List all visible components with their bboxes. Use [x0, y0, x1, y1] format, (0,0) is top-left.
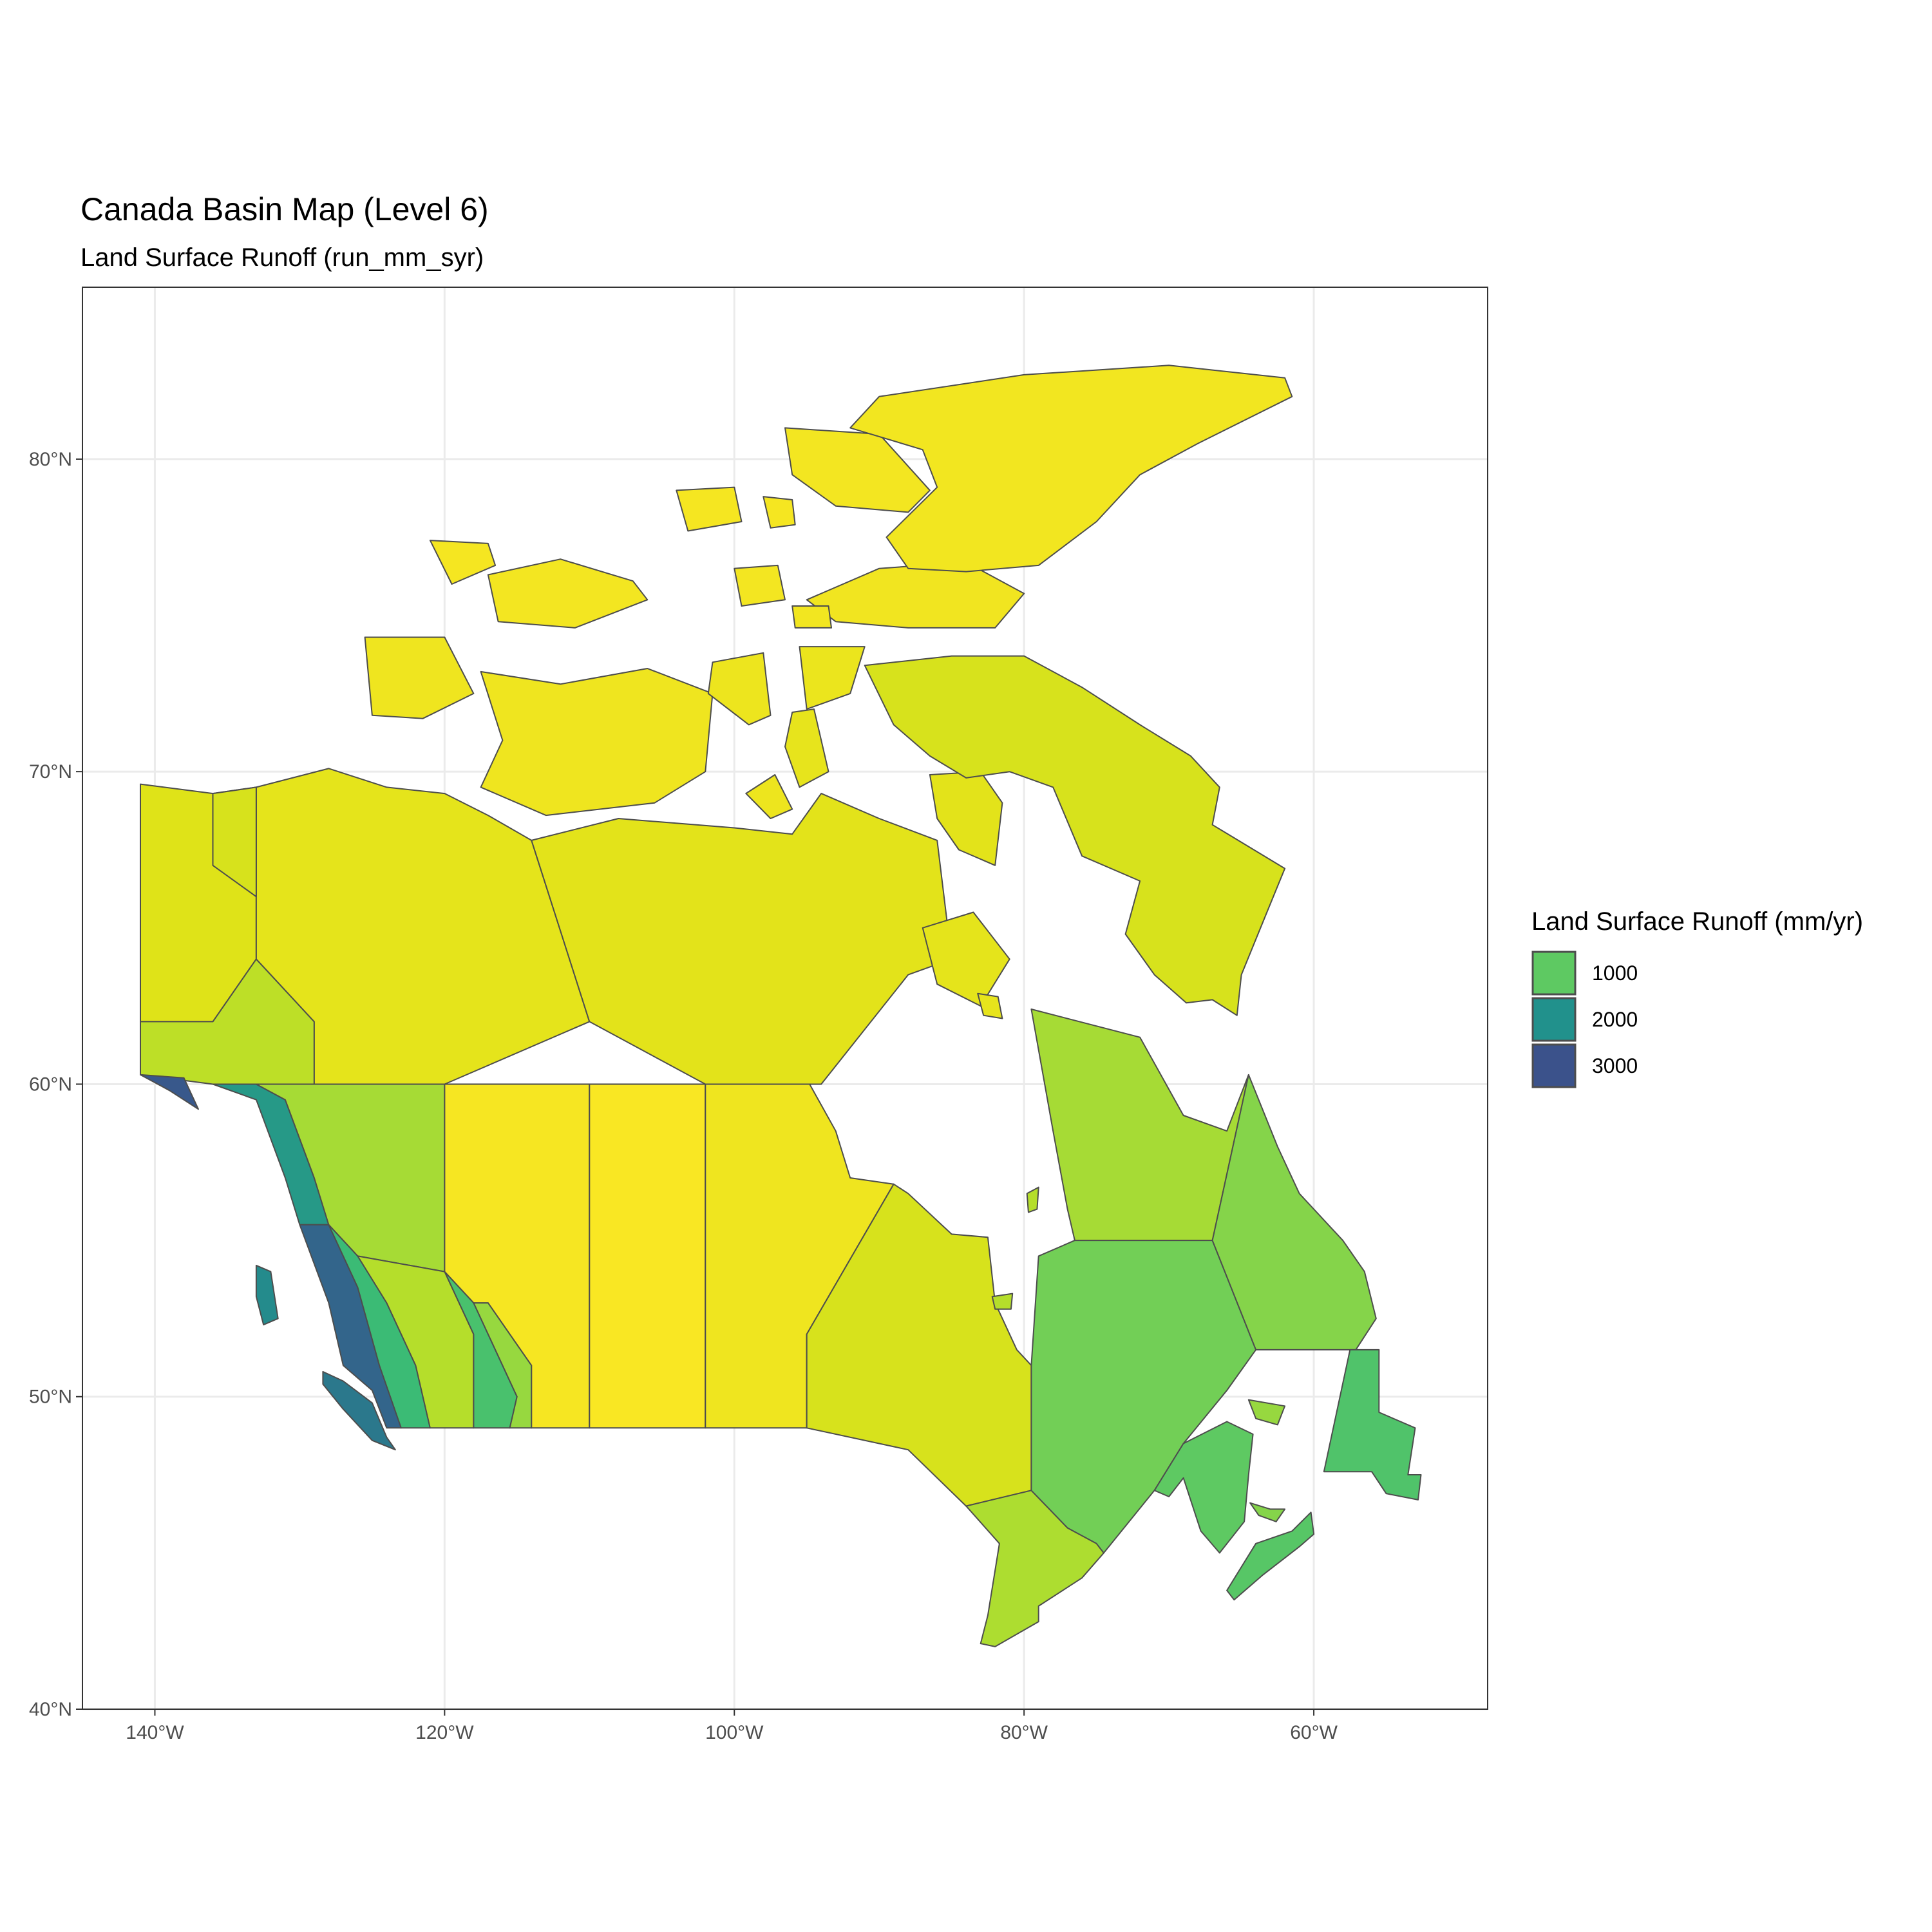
- basin-region: Amund Ringnes: [762, 496, 796, 529]
- basin-region: Bathurst Island: [734, 564, 786, 607]
- legend: Land Surface Runoff (mm/yr) 1000 2000 3000: [1531, 907, 1863, 1088]
- y-tick-label: 40°N: [29, 1699, 72, 1720]
- basin-region: Prince Patrick Island: [429, 540, 497, 585]
- chart-subtitle: Land Surface Runoff (run_mm_syr): [80, 243, 484, 272]
- basin-region: Nova Scotia: [1226, 1511, 1315, 1601]
- panel-border: [82, 287, 1488, 1710]
- basin-region: Belcher Islands: [1026, 1186, 1039, 1213]
- basin-region: Ontario north: [806, 1183, 1032, 1507]
- x-tick-label: 80°W: [1000, 1722, 1048, 1743]
- basin-region: Somerset Island: [799, 646, 866, 710]
- basin-region: Cornwallis Island: [791, 605, 832, 629]
- x-tick-label: 100°W: [705, 1722, 764, 1743]
- basin-region: Anticosti: [1247, 1399, 1286, 1426]
- chart-title: Canada Basin Map (Level 6): [80, 191, 489, 227]
- basin-region: Boothia Peninsula: [784, 708, 829, 788]
- legend-label: 3000: [1592, 1054, 1638, 1077]
- basin-region: Prince of Wales Island: [707, 652, 772, 726]
- legend-label: 2000: [1592, 1008, 1638, 1031]
- basin-region: King William Island: [745, 774, 793, 819]
- x-tick-label: 120°W: [415, 1722, 474, 1743]
- basin-region: Devon Island: [806, 562, 1025, 629]
- basin-region: Saskatchewan: [589, 1083, 706, 1429]
- legend-label: 1000: [1592, 961, 1638, 985]
- basin-region: Banks Island: [364, 636, 475, 719]
- x-tick-label: 60°W: [1290, 1722, 1338, 1743]
- basin-region: Coats Island: [977, 992, 1003, 1019]
- basin-region: Ellef Ringnes: [676, 486, 743, 532]
- legend-keys: 1000 2000 3000: [1531, 951, 1638, 1088]
- basin-region: Gaspe and New Brunswick: [1153, 1421, 1254, 1554]
- x-tick-label: 140°W: [126, 1722, 184, 1743]
- legend-swatch: [1531, 997, 1577, 1042]
- y-tick-label: 50°N: [29, 1387, 72, 1408]
- basin-region: Newfoundland: [1323, 1349, 1422, 1501]
- map-panel: Yukon northYukon southAlaska panhandle b…: [82, 287, 1488, 1710]
- legend-swatch: [1531, 951, 1577, 996]
- legend-title: Land Surface Runoff (mm/yr): [1531, 907, 1863, 936]
- y-tick-label: 60°N: [29, 1074, 72, 1095]
- basin-region: Vancouver Island: [322, 1370, 396, 1451]
- basin-region: Victoria Island: [480, 668, 714, 817]
- y-tick-label: 70°N: [29, 761, 72, 782]
- y-tick-label: 80°N: [29, 449, 72, 470]
- basin-region: Alaska panhandle boundary coast: [140, 1074, 199, 1110]
- basin-polygons: Yukon northYukon southAlaska panhandle b…: [140, 365, 1422, 1647]
- basin-region: Mackenzie delta: [212, 786, 257, 898]
- basin-region: Akimiski Island: [991, 1293, 1014, 1310]
- basin-region: Prince Edward Island: [1249, 1502, 1286, 1522]
- basin-region: Southampton Island: [922, 911, 1010, 1007]
- y-axis: 40°N 50°N 60°N 70°N 80°N: [29, 449, 82, 1720]
- x-axis: 140°W 120°W 100°W 80°W 60°W: [126, 1709, 1338, 1743]
- basin-region: Melville Island: [487, 558, 649, 629]
- basin-region: Ellesmere Island: [849, 365, 1293, 573]
- basin-region: Haida Gwaii: [255, 1264, 279, 1326]
- basin-region: Labrador: [1211, 1074, 1377, 1350]
- legend-swatch: [1531, 1043, 1577, 1088]
- basin-region: Baffin Island: [864, 655, 1286, 1016]
